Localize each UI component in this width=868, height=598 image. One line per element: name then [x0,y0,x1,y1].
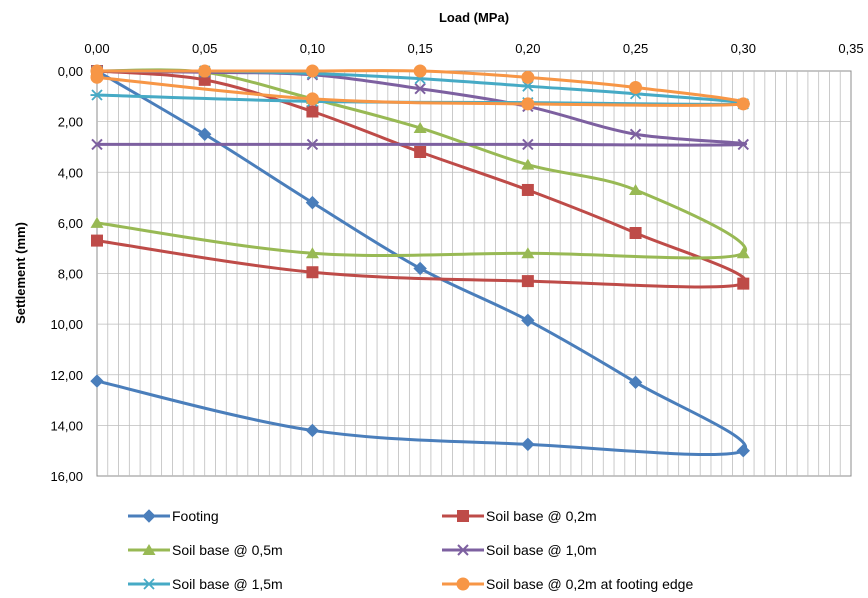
data-point-x [522,138,534,151]
data-point-x [306,138,319,151]
grid [96,70,852,477]
data-point-triangle [629,183,643,195]
y-axis-title: Settlement (mm) [13,222,28,324]
data-point-square [521,183,534,196]
legend-item: Soil base @ 0,2m at footing edge [442,576,693,592]
y-tick-labels: 0,00 2,00 4,00 6,00 8,00 10,00 12,00 14,00 16,00 [50,64,83,484]
data-point-x [737,138,749,151]
x-axis-title: Load (MPa) [439,10,509,25]
data-point-star [90,89,104,101]
x-tick-label: 0,10 [300,41,325,56]
y-tick-label: 14,00 [50,418,83,433]
data-point-x [91,138,103,151]
data-point-triangle [736,247,750,259]
data-point-triangle [142,544,156,555]
y-tick-label: 16,00 [50,469,83,484]
legend-label: Soil base @ 1,5m [172,576,283,592]
data-point-square [521,275,534,288]
data-point-circle [521,70,535,84]
data-point-diamond [90,374,104,388]
legend-item: Soil base @ 0,2m [442,508,597,524]
data-point-square [306,105,319,118]
data-point-square [457,510,469,522]
data-point-square [91,234,103,247]
y-tick-label: 12,00 [50,368,83,383]
legend-label: Soil base @ 1,0m [486,542,597,558]
data-point-triangle [521,158,535,170]
data-point-circle [456,577,470,591]
data-point-triangle [521,247,535,259]
data-point-circle [90,70,104,84]
data-point-circle [305,92,319,106]
data-point-x [414,83,426,95]
legend-label: Footing [172,508,219,524]
x-tick-label: 0,20 [515,41,540,56]
data-point-x [457,544,469,556]
y-tick-label: 0,00 [58,64,83,79]
legend-item: Soil base @ 1,0m [442,542,597,558]
x-tick-label: 0,25 [623,41,648,56]
series-6 [90,64,750,111]
data-point-circle [413,64,427,78]
data-point-circle [629,80,643,94]
legend-label: Soil base @ 0,2m [486,508,597,524]
legend-item: Soil base @ 1,5m [128,576,283,592]
data-point-x [629,128,642,140]
data-point-triangle [413,121,427,133]
data-point-diamond [521,437,535,452]
y-tick-label: 2,00 [58,115,83,130]
data-point-star [142,578,156,590]
data-point-diamond [736,443,750,458]
data-point-square [737,277,750,290]
data-point-diamond [305,195,320,210]
data-point-triangle [90,216,104,228]
data-point-circle [198,64,212,78]
y-tick-label: 8,00 [58,267,83,282]
data-point-diamond [413,261,427,276]
x-tick-label: 0,35 [838,41,863,56]
x-tick-label: 0,00 [84,41,109,56]
data-point-square [306,266,319,279]
legend-label: Soil base @ 0,2m at footing edge [486,576,693,592]
y-tick-label: 4,00 [58,165,83,180]
data-point-circle [736,97,750,111]
x-tick-labels: 0,00 0,05 0,10 0,15 0,20 0,25 0,30 0,35 [84,41,863,56]
data-point-square [629,227,642,239]
y-tick-label: 10,00 [50,317,83,332]
data-point-circle [305,64,319,78]
data-point-diamond [142,509,156,523]
legend-item: Soil base @ 0,5m [128,542,283,558]
x-tick-label: 0,15 [407,41,432,56]
data-point-square [414,146,427,158]
data-point-triangle [305,247,319,259]
data-point-circle [521,97,535,111]
data-point-diamond [305,423,320,438]
legend: Footing Soil base @ 0,2m Soil base @ 0,5m S… [128,508,693,592]
legend-item: Footing [128,508,219,524]
x-tick-label: 0,05 [192,41,217,56]
data-point-diamond [521,313,535,328]
y-tick-label: 6,00 [58,216,83,231]
data-point-diamond [198,127,212,141]
series-layer [90,64,750,458]
x-tick-label: 0,30 [731,41,756,56]
series-line [95,69,748,457]
legend-label: Soil base @ 0,5m [172,542,283,558]
data-point-diamond [628,375,643,390]
